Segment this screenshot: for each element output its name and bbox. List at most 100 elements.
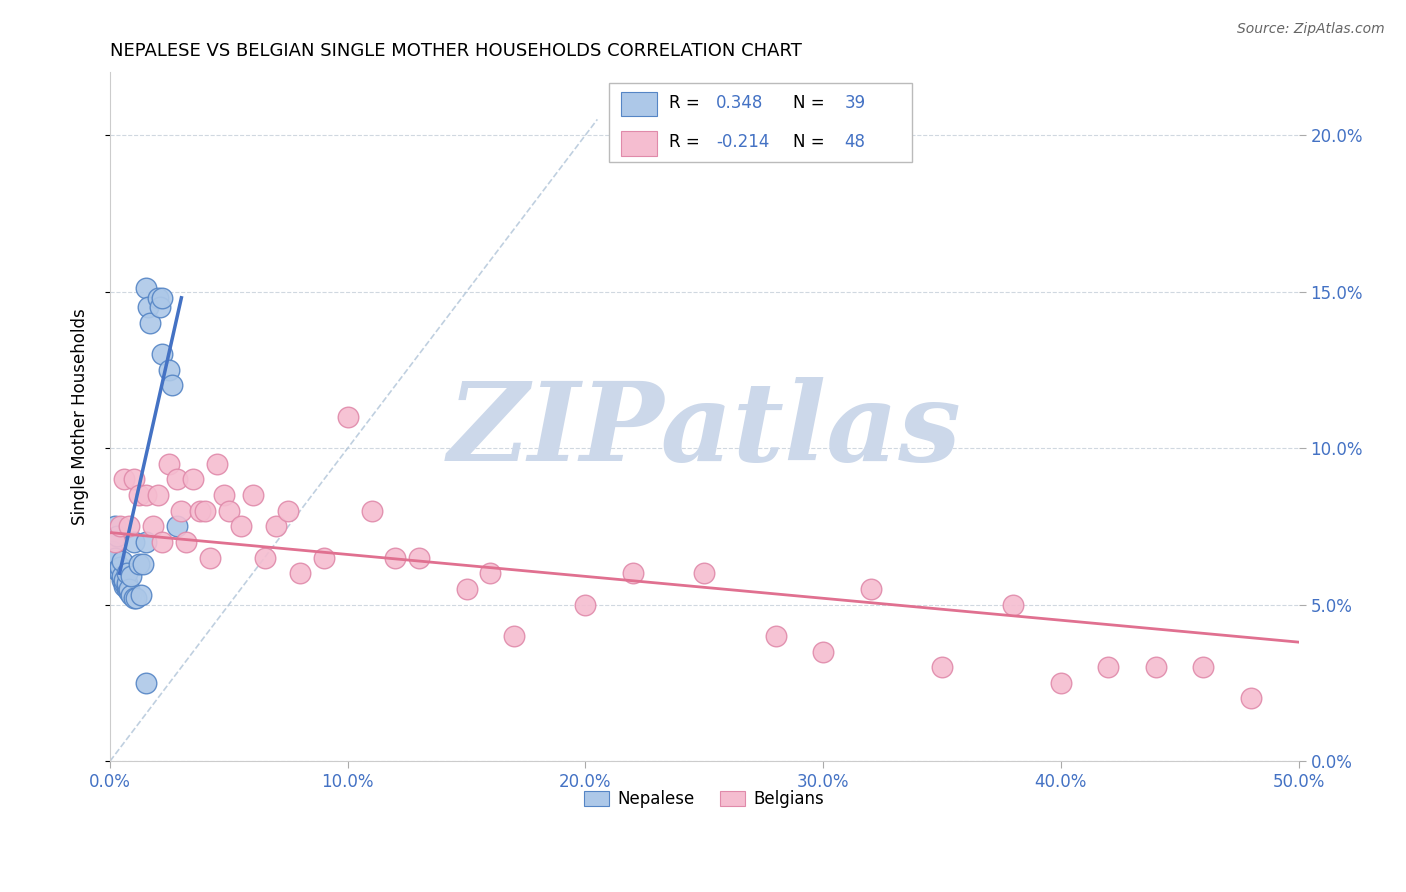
Point — [149, 300, 172, 314]
Point — [112, 575, 135, 590]
Legend: Nepalese, Belgians: Nepalese, Belgians — [578, 783, 831, 814]
Point — [105, 529, 128, 543]
Point — [122, 472, 145, 486]
Text: R =: R = — [669, 133, 704, 151]
Point — [159, 363, 181, 377]
Point — [142, 519, 165, 533]
Point — [122, 535, 145, 549]
Text: 0.348: 0.348 — [716, 94, 763, 112]
Y-axis label: Single Mother Households: Single Mother Households — [72, 309, 89, 525]
Point — [118, 582, 141, 596]
Point — [135, 535, 157, 549]
Point — [384, 550, 406, 565]
Point — [101, 544, 124, 558]
Point — [111, 573, 134, 587]
Point — [129, 588, 152, 602]
Point — [194, 503, 217, 517]
Point — [108, 560, 131, 574]
FancyBboxPatch shape — [621, 131, 657, 156]
FancyBboxPatch shape — [621, 92, 657, 116]
Point — [166, 472, 188, 486]
Point — [112, 579, 135, 593]
Point — [115, 566, 138, 581]
Point — [104, 519, 127, 533]
Point — [128, 488, 150, 502]
Point — [135, 281, 157, 295]
Text: R =: R = — [669, 94, 704, 112]
Point — [121, 569, 143, 583]
Point — [242, 488, 264, 502]
Text: -0.214: -0.214 — [716, 133, 769, 151]
Point — [125, 591, 148, 606]
Text: 48: 48 — [845, 133, 866, 151]
Point — [166, 519, 188, 533]
Point — [218, 503, 240, 517]
Point — [104, 535, 127, 549]
Point — [1002, 598, 1025, 612]
Text: N =: N = — [793, 133, 831, 151]
Point — [253, 550, 276, 565]
Point — [1144, 660, 1167, 674]
Point — [1050, 675, 1073, 690]
Point — [621, 566, 644, 581]
Point — [135, 488, 157, 502]
Point — [277, 503, 299, 517]
Point — [111, 554, 134, 568]
Point — [212, 488, 235, 502]
Point — [190, 503, 212, 517]
Point — [205, 457, 228, 471]
FancyBboxPatch shape — [609, 83, 912, 162]
Point — [290, 566, 312, 581]
Point — [118, 585, 141, 599]
Point — [104, 550, 127, 565]
Point — [112, 573, 135, 587]
Point — [150, 347, 173, 361]
Point — [1192, 660, 1215, 674]
Point — [108, 566, 131, 581]
Text: NEPALESE VS BELGIAN SINGLE MOTHER HOUSEHOLDS CORRELATION CHART: NEPALESE VS BELGIAN SINGLE MOTHER HOUSEH… — [110, 42, 801, 60]
Point — [150, 291, 173, 305]
Point — [170, 503, 193, 517]
Point — [132, 557, 155, 571]
Point — [859, 582, 882, 596]
Text: ZIPatlas: ZIPatlas — [447, 376, 962, 484]
Point — [160, 378, 183, 392]
Point — [122, 591, 145, 606]
Text: Source: ZipAtlas.com: Source: ZipAtlas.com — [1237, 22, 1385, 37]
Point — [1097, 660, 1119, 674]
Point — [146, 291, 169, 305]
Point — [118, 519, 141, 533]
Point — [931, 660, 953, 674]
Text: N =: N = — [793, 94, 831, 112]
Point — [1240, 691, 1263, 706]
Point — [336, 409, 359, 424]
Point — [150, 535, 173, 549]
Point — [136, 300, 159, 314]
Point — [112, 472, 135, 486]
Point — [360, 503, 382, 517]
Point — [312, 550, 335, 565]
Point — [111, 569, 134, 583]
Point — [765, 629, 787, 643]
Text: 39: 39 — [845, 94, 866, 112]
Point — [181, 472, 204, 486]
Point — [811, 644, 834, 658]
Point — [115, 579, 138, 593]
Point — [229, 519, 252, 533]
Point — [174, 535, 197, 549]
Point — [115, 575, 138, 590]
Point — [479, 566, 502, 581]
Point — [108, 519, 131, 533]
Point — [198, 550, 221, 565]
Point — [146, 488, 169, 502]
Point — [105, 563, 128, 577]
Point — [693, 566, 716, 581]
Point — [456, 582, 478, 596]
Point — [266, 519, 288, 533]
Point — [135, 675, 157, 690]
Point — [139, 316, 162, 330]
Point — [121, 588, 143, 602]
Point — [159, 457, 181, 471]
Point — [128, 557, 150, 571]
Point — [574, 598, 596, 612]
